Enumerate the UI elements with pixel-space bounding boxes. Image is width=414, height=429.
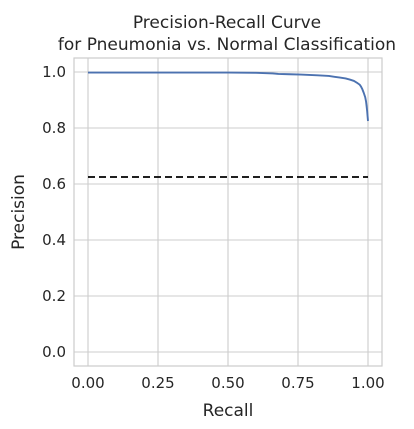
x-tick-label: 0.50 <box>211 374 244 392</box>
grid-lines <box>74 58 382 366</box>
y-axis-label: Precision <box>9 174 29 250</box>
x-tick-label: 0.75 <box>281 374 314 392</box>
pr-curve-line <box>88 71 369 122</box>
plot-frame <box>73 57 383 367</box>
chart-title-line-2: for Pneumonia vs. Normal Classification <box>58 35 396 55</box>
x-tick-label: 0.00 <box>71 374 104 392</box>
chart-title-line-1: Precision-Recall Curve <box>133 13 321 33</box>
x-tick-label: 1.00 <box>351 374 384 392</box>
x-tick-labels: 0.00 0.25 0.50 0.75 1.00 <box>71 374 384 392</box>
y-tick-labels: 0.0 0.2 0.4 0.6 0.8 1.0 <box>42 63 66 361</box>
series-lines <box>88 71 369 178</box>
y-tick-label: 1.0 <box>42 63 66 81</box>
x-axis-label: Recall <box>203 401 254 421</box>
y-tick-label: 0.2 <box>42 287 66 305</box>
y-tick-label: 0.8 <box>42 119 66 137</box>
y-tick-label: 0.6 <box>42 175 66 193</box>
y-tick-label: 0.4 <box>42 231 66 249</box>
y-tick-label: 0.0 <box>42 343 66 361</box>
x-tick-label: 0.25 <box>141 374 174 392</box>
